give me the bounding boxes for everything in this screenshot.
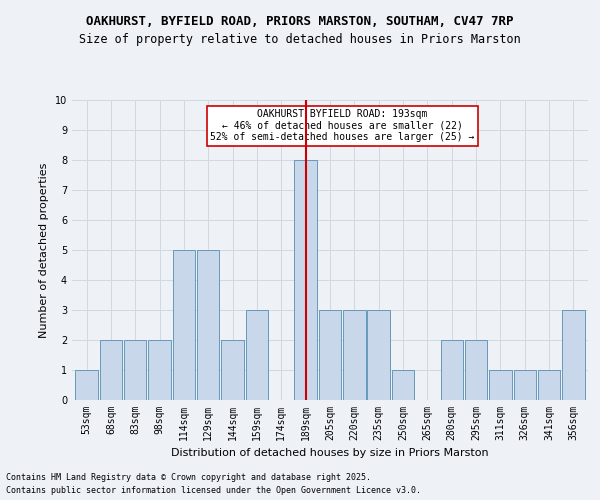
Text: OAKHURST BYFIELD ROAD: 193sqm
← 46% of detached houses are smaller (22)
52% of s: OAKHURST BYFIELD ROAD: 193sqm ← 46% of d… <box>210 109 475 142</box>
Bar <box>343 310 365 400</box>
Bar <box>514 370 536 400</box>
Bar <box>295 160 317 400</box>
Bar <box>100 340 122 400</box>
Bar <box>538 370 560 400</box>
Bar <box>440 340 463 400</box>
Bar <box>221 340 244 400</box>
Bar <box>319 310 341 400</box>
Bar <box>465 340 487 400</box>
Text: Size of property relative to detached houses in Priors Marston: Size of property relative to detached ho… <box>79 32 521 46</box>
Y-axis label: Number of detached properties: Number of detached properties <box>40 162 49 338</box>
Bar <box>76 370 98 400</box>
Bar <box>489 370 512 400</box>
Bar <box>367 310 390 400</box>
Bar <box>124 340 146 400</box>
Bar <box>562 310 584 400</box>
Bar <box>197 250 220 400</box>
Bar <box>392 370 414 400</box>
Bar <box>246 310 268 400</box>
Text: Contains HM Land Registry data © Crown copyright and database right 2025.: Contains HM Land Registry data © Crown c… <box>6 474 371 482</box>
Bar <box>148 340 171 400</box>
X-axis label: Distribution of detached houses by size in Priors Marston: Distribution of detached houses by size … <box>171 448 489 458</box>
Text: OAKHURST, BYFIELD ROAD, PRIORS MARSTON, SOUTHAM, CV47 7RP: OAKHURST, BYFIELD ROAD, PRIORS MARSTON, … <box>86 15 514 28</box>
Text: Contains public sector information licensed under the Open Government Licence v3: Contains public sector information licen… <box>6 486 421 495</box>
Bar <box>173 250 195 400</box>
